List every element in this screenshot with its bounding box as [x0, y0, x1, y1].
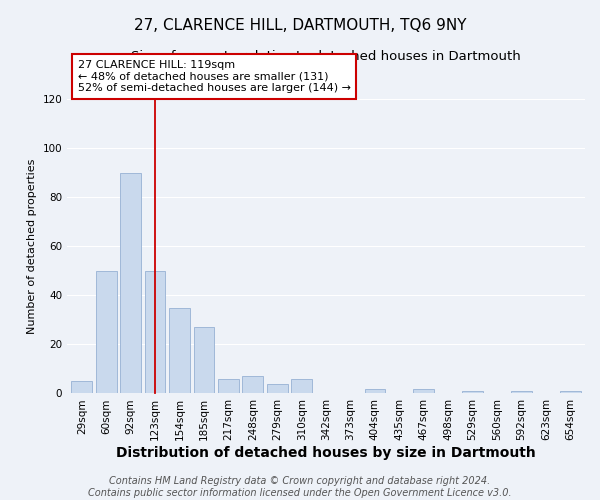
Bar	[71, 381, 92, 394]
Bar	[145, 270, 166, 394]
Bar	[413, 388, 434, 394]
Bar	[96, 270, 116, 394]
Text: Contains HM Land Registry data © Crown copyright and database right 2024.
Contai: Contains HM Land Registry data © Crown c…	[88, 476, 512, 498]
Bar	[365, 388, 385, 394]
Bar	[462, 391, 483, 394]
Bar	[169, 308, 190, 394]
X-axis label: Distribution of detached houses by size in Dartmouth: Distribution of detached houses by size …	[116, 446, 536, 460]
Bar	[291, 378, 312, 394]
Text: 27, CLARENCE HILL, DARTMOUTH, TQ6 9NY: 27, CLARENCE HILL, DARTMOUTH, TQ6 9NY	[134, 18, 466, 32]
Y-axis label: Number of detached properties: Number of detached properties	[27, 158, 37, 334]
Bar	[560, 391, 581, 394]
Bar	[267, 384, 287, 394]
Title: Size of property relative to detached houses in Dartmouth: Size of property relative to detached ho…	[131, 50, 521, 63]
Bar	[242, 376, 263, 394]
Text: 27 CLARENCE HILL: 119sqm
← 48% of detached houses are smaller (131)
52% of semi-: 27 CLARENCE HILL: 119sqm ← 48% of detach…	[77, 60, 350, 93]
Bar	[511, 391, 532, 394]
Bar	[120, 172, 141, 394]
Bar	[218, 378, 239, 394]
Bar	[194, 327, 214, 394]
